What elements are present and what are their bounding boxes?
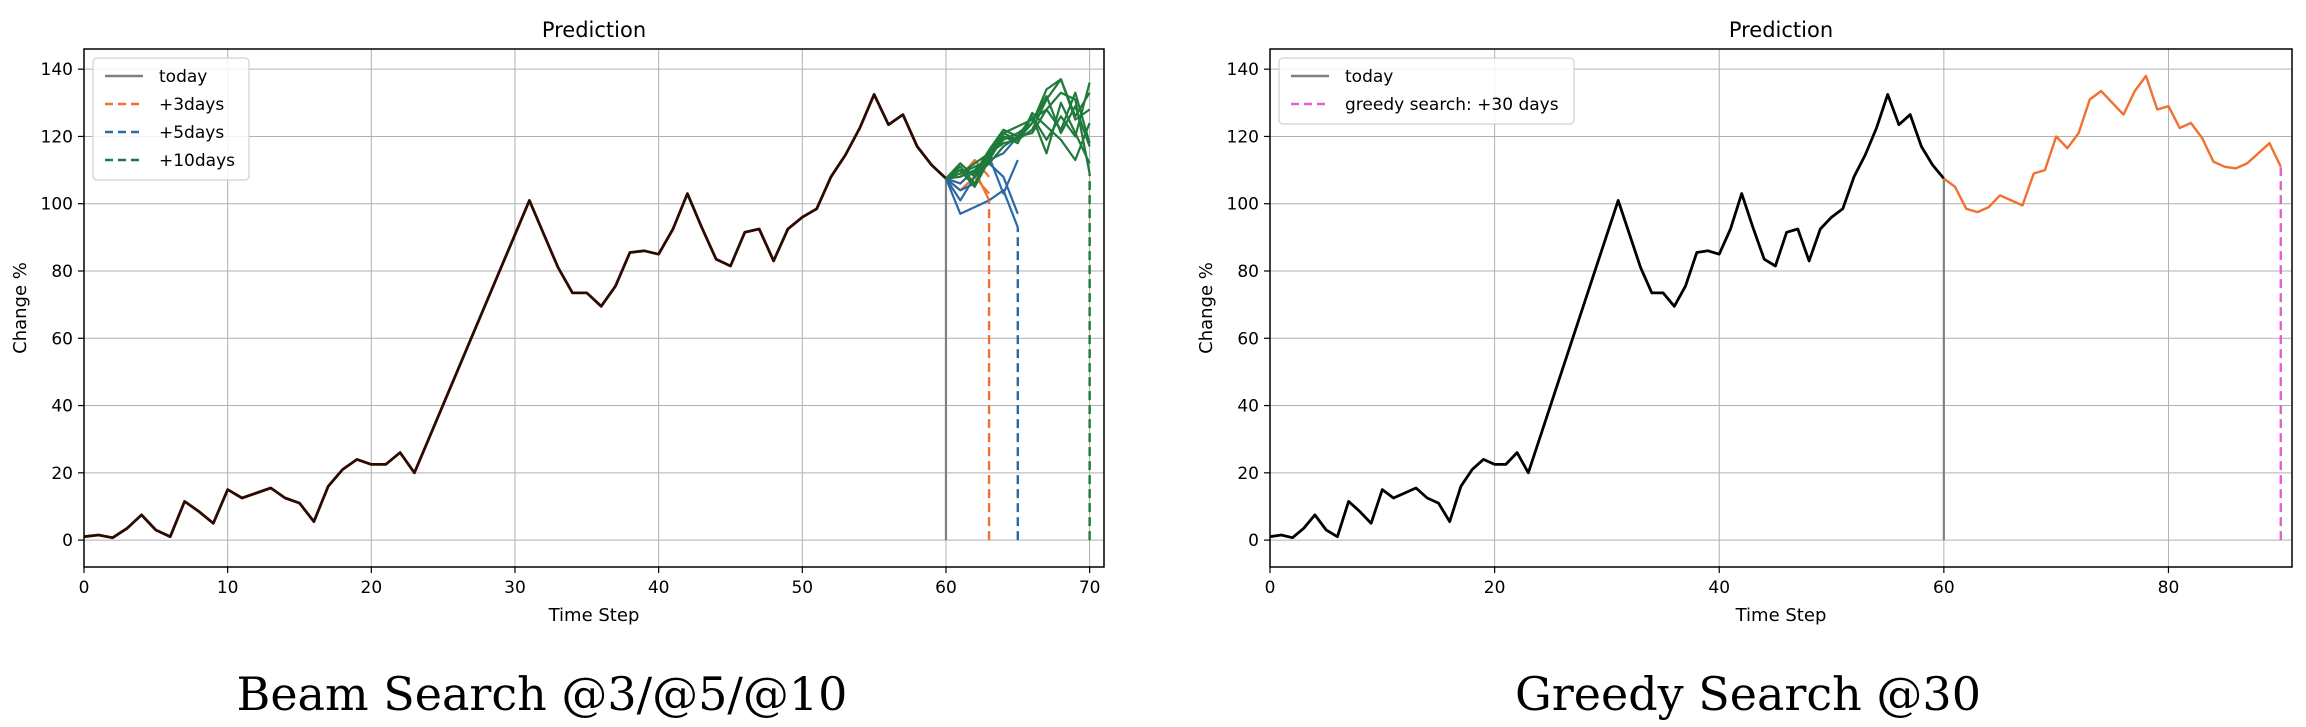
beam-candidate-line xyxy=(945,111,1091,185)
y-tick-label: 20 xyxy=(51,464,73,484)
chart-title: Prediction xyxy=(1729,18,1833,42)
greedy-search-panel: 0 20 40 60 80 0 20 40 60 80 100 120 140 Prediction Tim… xyxy=(1196,18,2293,721)
y-tick-label: 140 xyxy=(41,60,73,80)
history-line xyxy=(1269,93,1945,540)
panel-caption: Greedy Search @30 xyxy=(1515,667,1981,721)
panel-caption: Beam Search @3/@5/@10 xyxy=(237,667,848,721)
plot-frame xyxy=(83,48,1105,568)
y-tick-label: 40 xyxy=(51,397,73,417)
x-tick-label: 40 xyxy=(1708,578,1730,598)
y-tick-label: 100 xyxy=(41,195,73,215)
x-tick-label: 60 xyxy=(935,578,957,598)
beam-candidate-line xyxy=(945,78,1091,180)
beam-search-panel: 0 10 20 30 40 50 60 70 0 20 40 60 80 100 120 140 Predict… xyxy=(10,18,1105,721)
y-tick-label: 0 xyxy=(1248,531,1259,551)
legend-label: +10days xyxy=(159,151,235,171)
x-axis-label: Time Step xyxy=(548,605,640,626)
y-tick-label: 60 xyxy=(1237,329,1259,349)
legend: today +3days +5days +10days xyxy=(92,57,250,181)
x-tick-label: 20 xyxy=(361,578,383,598)
y-tick-label: 60 xyxy=(51,329,73,349)
plot-frame xyxy=(1269,48,2293,568)
legend-box xyxy=(92,57,250,181)
x-tick-label: 10 xyxy=(217,578,239,598)
y-tick-label: 0 xyxy=(62,531,73,551)
x-tick-label: 30 xyxy=(504,578,526,598)
grid xyxy=(83,49,1104,567)
beam-candidate-line xyxy=(944,178,1019,228)
legend-label: today xyxy=(159,67,207,87)
beam-candidate-line xyxy=(945,94,1091,180)
y-axis-label: Change % xyxy=(10,262,31,354)
y-tick-label: 140 xyxy=(1227,60,1259,80)
y-tick-label: 40 xyxy=(1237,397,1259,417)
x-tick-label: 0 xyxy=(79,578,90,598)
x-tick-label: 60 xyxy=(1933,578,1955,598)
grid xyxy=(1269,49,2292,567)
y-tick-label: 80 xyxy=(51,262,73,282)
x-axis-label: Time Step xyxy=(1735,605,1827,626)
y-tick-label: 120 xyxy=(41,127,73,147)
y-tick-label: 80 xyxy=(1237,262,1259,282)
legend: today greedy search: +30 days xyxy=(1278,57,1575,125)
x-tick-label: 20 xyxy=(1484,578,1506,598)
legend-label: +5days xyxy=(159,123,224,143)
legend-box xyxy=(1278,57,1575,125)
y-tick-label: 120 xyxy=(1227,127,1259,147)
beam-candidate-line xyxy=(945,91,1091,180)
history-line xyxy=(83,93,947,540)
beam-candidate-line xyxy=(945,78,1091,180)
chart-title: Prediction xyxy=(542,18,646,42)
y-tick-label: 100 xyxy=(1227,195,1259,215)
legend-label: greedy search: +30 days xyxy=(1345,95,1559,115)
y-tick-label: 20 xyxy=(1237,464,1259,484)
x-tick-label: 50 xyxy=(791,578,813,598)
x-tick-label: 70 xyxy=(1079,578,1101,598)
x-tick-label: 40 xyxy=(648,578,670,598)
x-tick-label: 0 xyxy=(1265,578,1276,598)
y-axis-label: Change % xyxy=(1196,262,1217,354)
legend-label: +3days xyxy=(159,95,224,115)
x-tick-label: 80 xyxy=(2158,578,2180,598)
forecast-line xyxy=(1943,74,2282,214)
legend-label: today xyxy=(1345,67,1393,87)
